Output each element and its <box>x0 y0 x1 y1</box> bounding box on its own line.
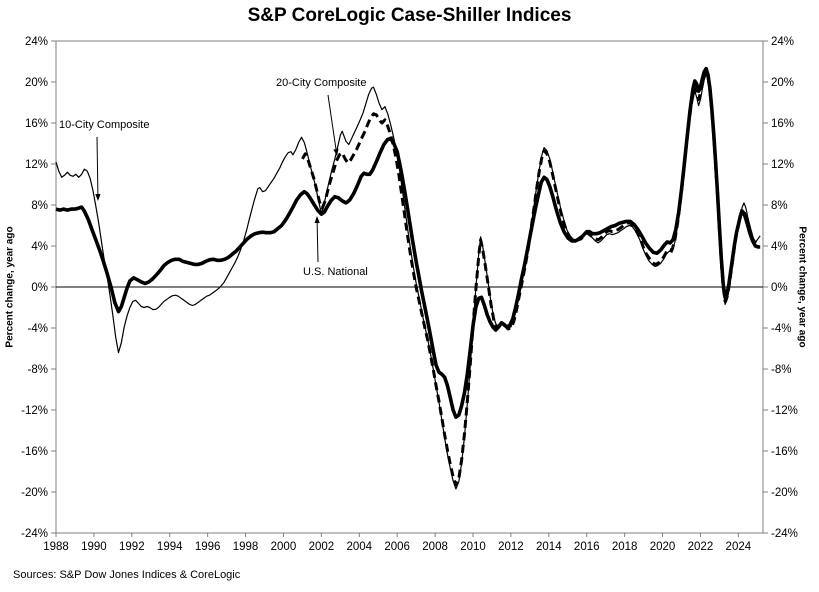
x-tick-label: 2018 <box>612 541 638 553</box>
y-tick-label-left: -24% <box>21 528 48 540</box>
y-tick-label-right: 16% <box>771 118 794 130</box>
series-lines <box>55 66 761 490</box>
y-tick-label-left: -12% <box>21 405 48 417</box>
y-tick-label-right: 12% <box>771 159 794 171</box>
x-tick-label: 2004 <box>346 541 372 553</box>
x-axis-ticks: 1988 1990 1992 1994 1996 1998 2000 2002 2004 2006… <box>43 533 752 553</box>
y-tick-label-left: 20% <box>25 77 48 89</box>
y-tick-label-right: -20% <box>771 487 798 499</box>
y-tick-label-left: -16% <box>21 446 48 458</box>
y-tick-label-right: -12% <box>771 405 798 417</box>
y-tick-label-right: 24% <box>771 36 794 48</box>
annotation-us-national: U.S. National <box>303 266 368 278</box>
x-tick-label: 2016 <box>574 541 600 553</box>
chart-title: S&P CoreLogic Case-Shiller Indices <box>247 5 572 26</box>
x-tick-label: 2014 <box>536 541 562 553</box>
y-tick-label-left: 12% <box>25 159 48 171</box>
x-tick-label: 2006 <box>384 541 410 553</box>
y-tick-label-left: 4% <box>31 241 48 253</box>
y-axis-title-left: Percent change, year ago <box>4 226 16 348</box>
y-tick-label-right: 4% <box>771 241 788 253</box>
y-axis-ticks: 24% 24% 20% 20% 16% 16% 12% 12% 8% 8% 4% 4% 0% 0% -4% -… <box>21 36 798 540</box>
x-tick-label: 1990 <box>81 541 107 553</box>
arrowhead-icon <box>333 148 339 156</box>
x-tick-label: 1994 <box>157 541 183 553</box>
y-tick-label-right: -24% <box>771 528 798 540</box>
y-tick-label-right: 20% <box>771 77 794 89</box>
annotation-20-city-composite: 20-City Composite <box>276 77 367 89</box>
series-line-10-city-composite <box>55 73 761 490</box>
y-axis-title-right: Percent change, year ago <box>796 226 808 348</box>
y-tick-label-right: -4% <box>771 323 791 335</box>
x-tick-label: 2008 <box>422 541 448 553</box>
x-tick-label: 1996 <box>195 541 221 553</box>
y-tick-label-left: -20% <box>21 487 48 499</box>
y-tick-label-left: 8% <box>31 200 48 212</box>
y-tick-label-right: 8% <box>771 200 788 212</box>
y-tick-label-left: 24% <box>25 36 48 48</box>
source-note: Sources: S&P Dow Jones Indices & CoreLog… <box>13 569 241 581</box>
y-tick-label-right: -16% <box>771 446 798 458</box>
series-line-u-s-national <box>55 66 761 419</box>
y-tick-label-left: 16% <box>25 118 48 130</box>
annotation-10-city-composite: 10-City Composite <box>59 119 150 131</box>
y-tick-label-right: -8% <box>771 364 791 376</box>
x-tick-label: 2012 <box>498 541 524 553</box>
arrowhead-icon <box>314 216 320 224</box>
series-line-20-city-composite <box>301 69 761 487</box>
y-tick-label-right: 0% <box>771 282 788 294</box>
x-tick-label: 2022 <box>688 541 714 553</box>
arrowhead-icon <box>95 193 101 201</box>
x-tick-label: 1998 <box>233 541 259 553</box>
x-tick-label: 2002 <box>309 541 335 553</box>
x-tick-label: 2000 <box>271 541 297 553</box>
y-tick-label-left: 0% <box>31 282 48 294</box>
x-tick-label: 1992 <box>119 541 145 553</box>
x-tick-label: 2010 <box>460 541 486 553</box>
annotation-arrows <box>95 94 339 263</box>
y-tick-label-left: -4% <box>28 323 48 335</box>
x-tick-label: 1988 <box>43 541 69 553</box>
y-tick-label-left: -8% <box>28 364 48 376</box>
x-tick-label: 2024 <box>726 541 752 553</box>
x-tick-label: 2020 <box>650 541 676 553</box>
